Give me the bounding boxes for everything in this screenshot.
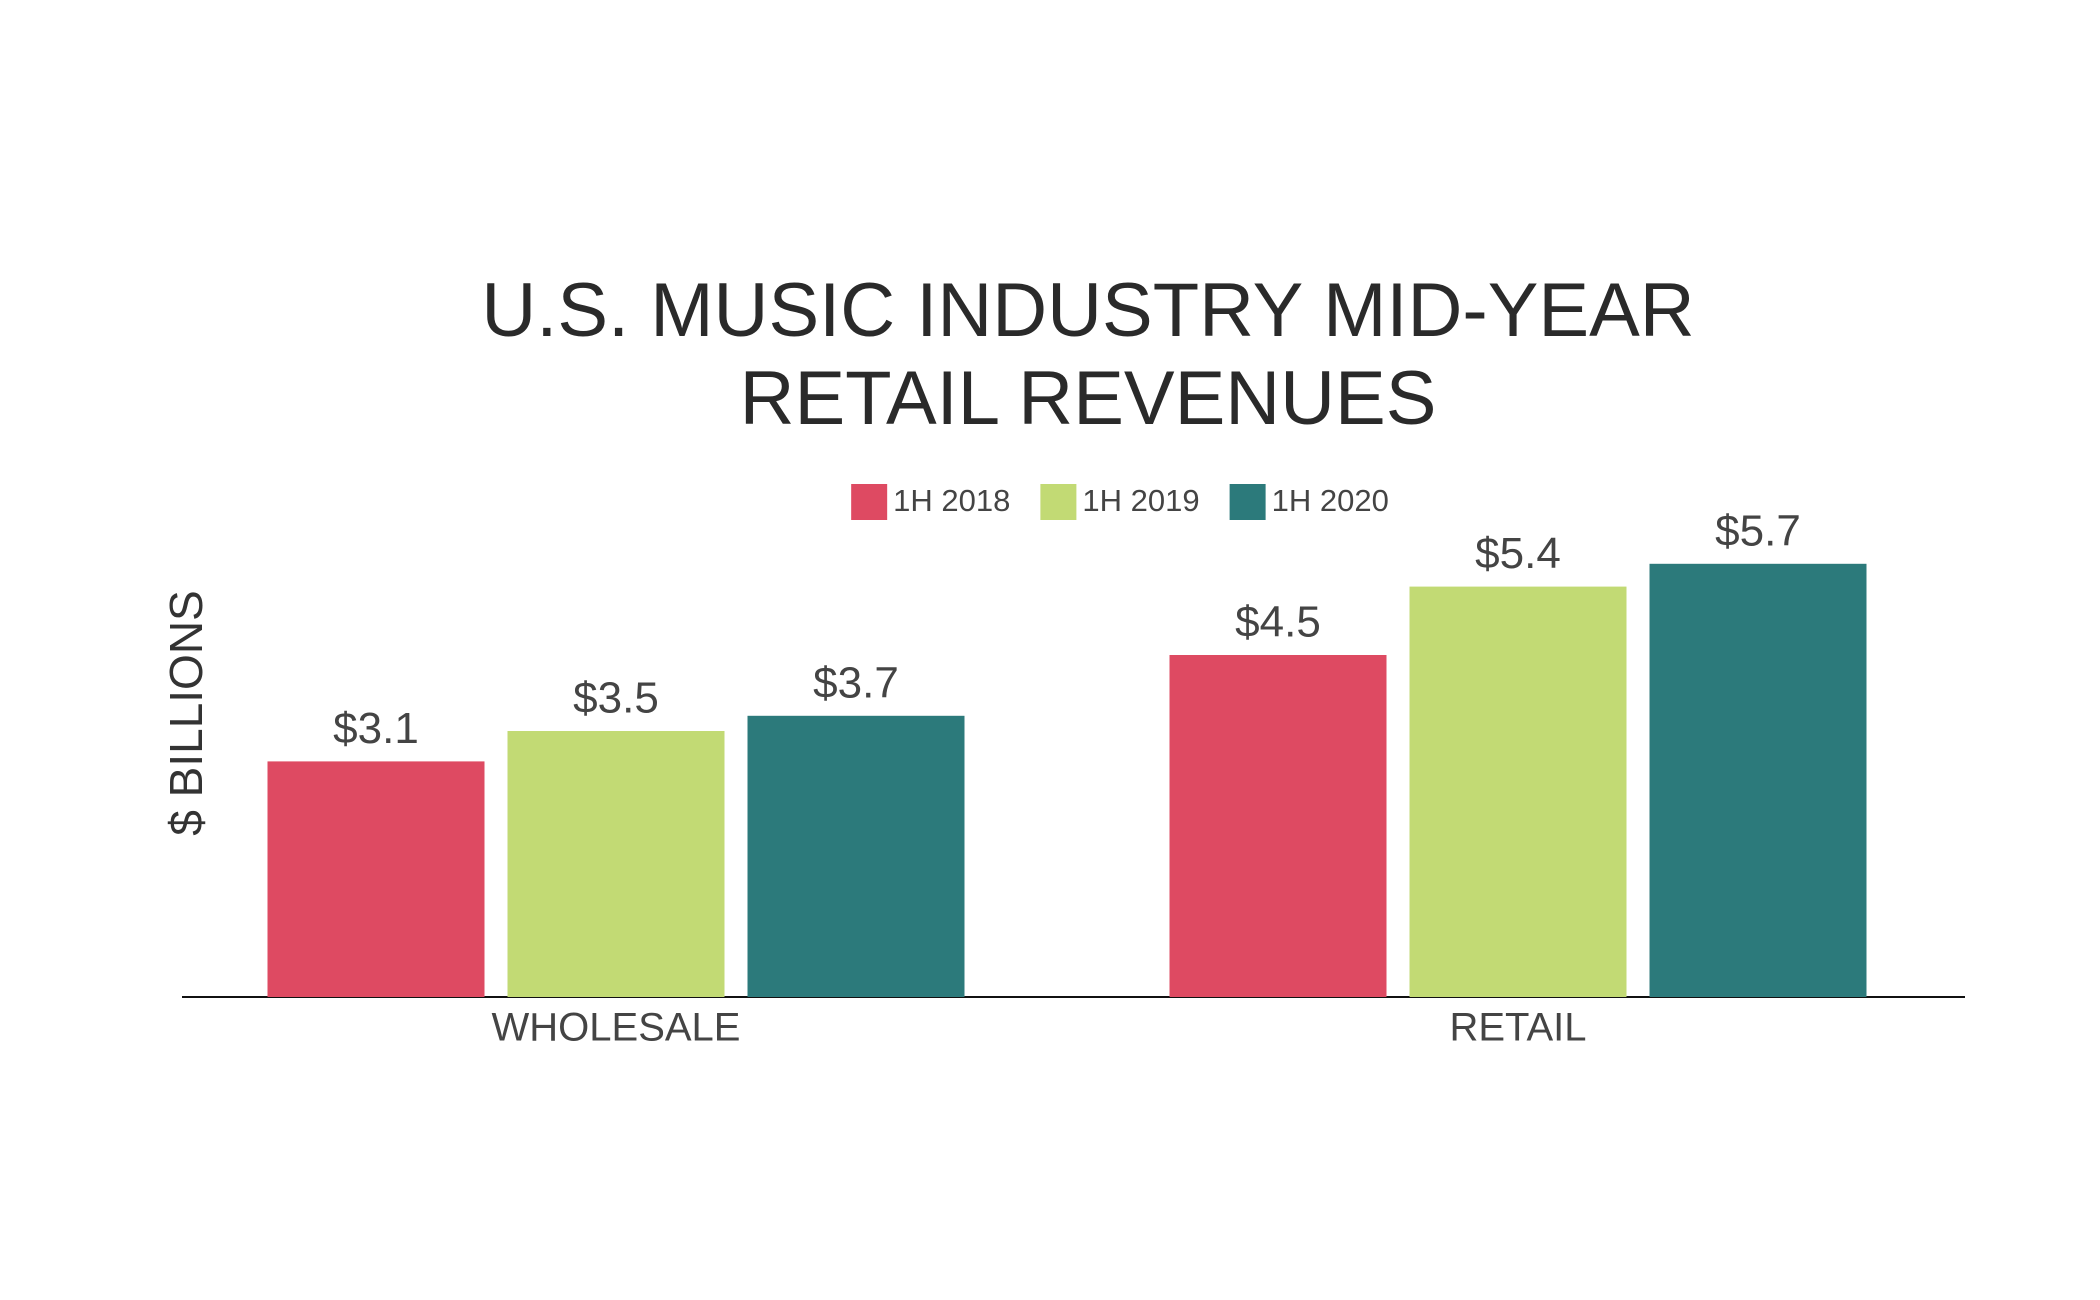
value-label: $3.7 (813, 658, 899, 707)
chart-title: U.S. MUSIC INDUSTRY MID-YEAR (481, 268, 1694, 353)
legend-swatch (851, 484, 888, 520)
legend-swatch (1040, 484, 1077, 520)
value-label: $3.1 (333, 704, 419, 753)
bar (747, 715, 965, 997)
chart-title: RETAIL REVENUES (740, 356, 1437, 441)
value-label: $4.5 (1235, 598, 1321, 647)
x-tick-label: WHOLESALE (492, 1006, 741, 1050)
value-label: $5.4 (1475, 529, 1561, 578)
bar (267, 761, 485, 997)
bar (1169, 655, 1387, 997)
bar (507, 731, 725, 997)
bar (1409, 586, 1627, 997)
bar (1649, 563, 1867, 997)
legend-swatch (1229, 484, 1266, 520)
y-axis-title: $ BILLIONS (160, 590, 212, 835)
x-tick-label: RETAIL (1449, 1006, 1586, 1050)
legend-text: 1H 2018 (893, 483, 1010, 518)
legend-text: 1H 2019 (1082, 483, 1199, 518)
value-label: $3.5 (573, 674, 659, 723)
value-label: $5.7 (1715, 506, 1801, 555)
legend-text: 1H 2020 (1272, 483, 1389, 518)
